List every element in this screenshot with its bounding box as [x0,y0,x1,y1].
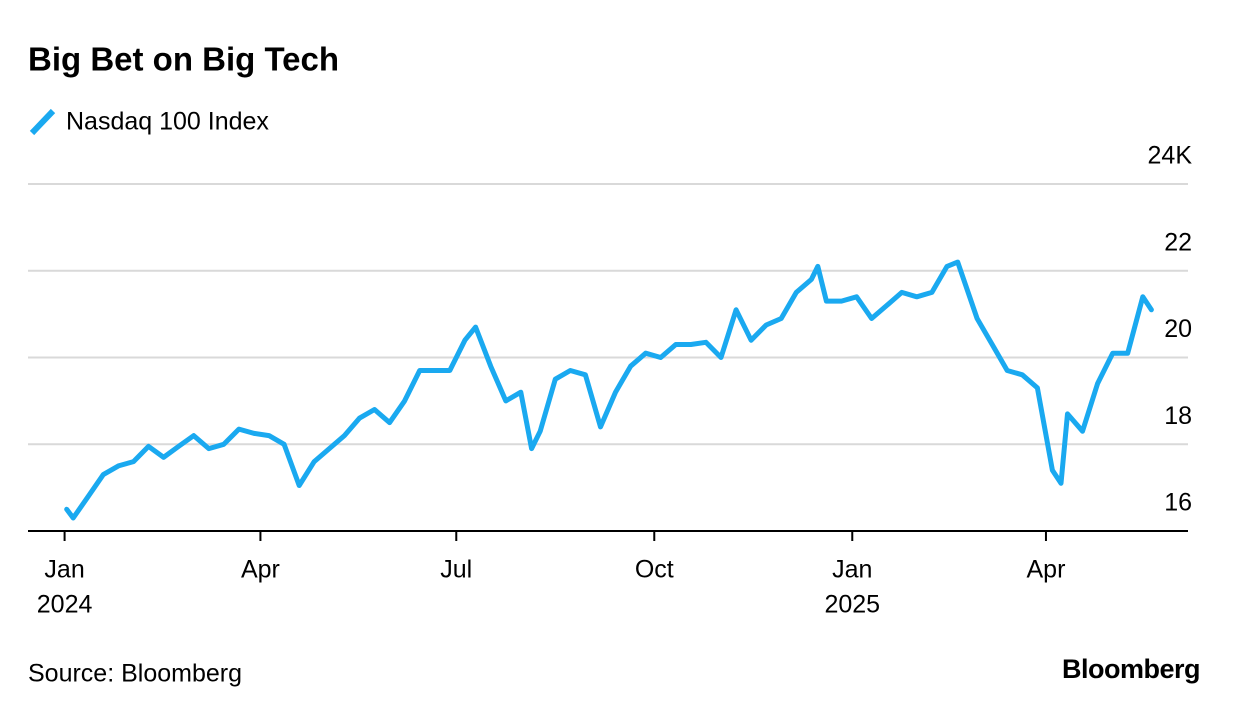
x-tick-label: Jan [44,556,84,584]
legend-label: Nasdaq 100 Index [66,108,269,136]
brand-logo: Bloomberg [1062,654,1200,684]
y-tick-label: 16 [1164,489,1192,517]
y-tick-label: 22 [1164,228,1192,256]
x-tick-label: Oct [635,556,674,584]
y-tick-label: 20 [1164,315,1192,343]
x-tick-year: 2025 [824,591,880,619]
x-tick-label: Jul [440,556,472,584]
chart-title: Big Bet on Big Tech [28,41,339,78]
source: Source: Bloomberg [28,660,242,688]
x-tick-label: Apr [1027,556,1066,584]
x-tick-label: Apr [241,556,280,584]
x-tick-label: Jan [832,556,872,584]
y-tick-label: 18 [1164,402,1192,430]
series-line [64,259,1154,521]
legend-swatch [29,108,56,136]
y-tick-label: 24K [1148,142,1193,170]
x-tick-year: 2024 [37,591,93,619]
